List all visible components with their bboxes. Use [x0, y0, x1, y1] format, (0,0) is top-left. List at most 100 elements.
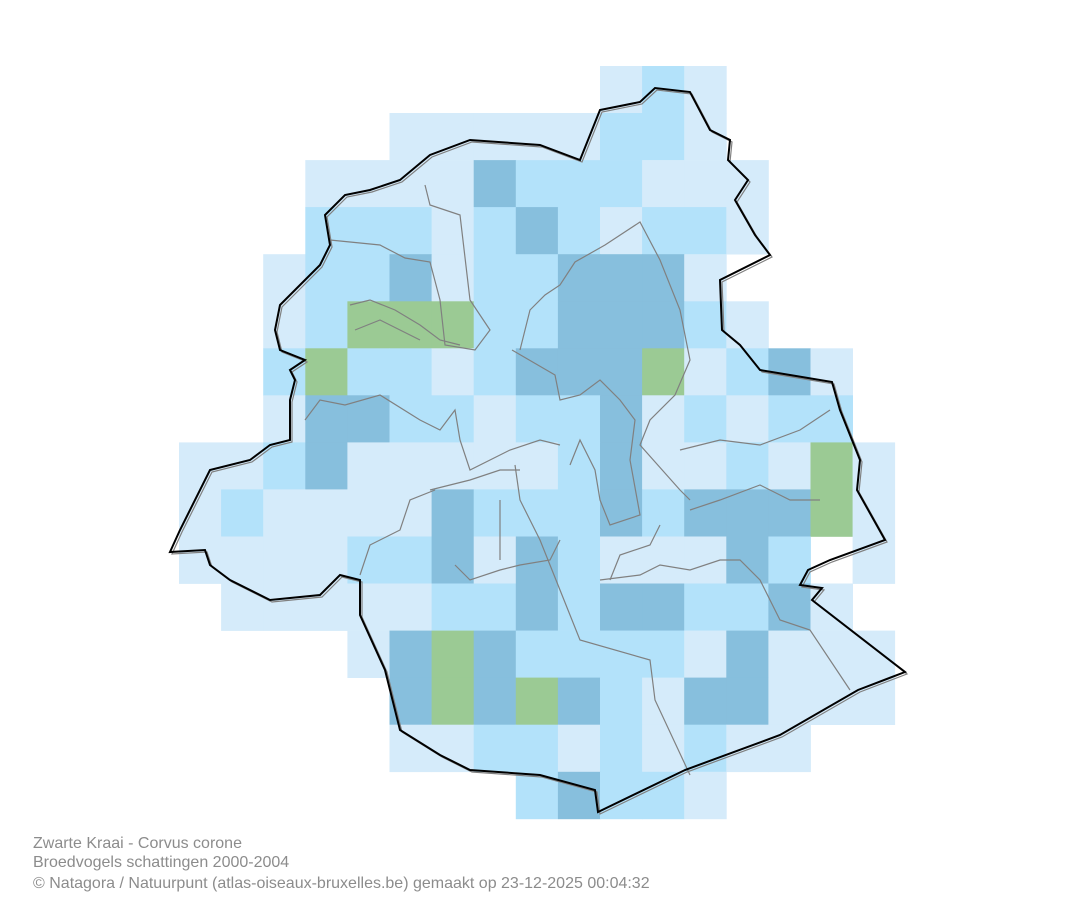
- grid-cell: [389, 630, 432, 678]
- grid-cell: [473, 395, 517, 443]
- caption-species: Zwarte Kraai - Corvus corone: [33, 835, 242, 852]
- grid-cell: [684, 630, 727, 678]
- grid-cell: [431, 395, 475, 443]
- commune-border: [304, 394, 561, 471]
- grid-cell: [389, 536, 432, 584]
- grid-cell: [600, 724, 643, 773]
- grid-cell: [347, 254, 390, 302]
- grid-cell: [557, 301, 601, 349]
- grid-cell: [642, 630, 685, 678]
- commune-border: [359, 469, 520, 576]
- grid-cell: [515, 113, 559, 161]
- grid-cell: [305, 160, 348, 208]
- grid-cell: [726, 630, 769, 678]
- grid-cell: [642, 771, 685, 820]
- grid-cell: [515, 442, 559, 490]
- grid-cell: [221, 583, 264, 631]
- grid-cell: [347, 395, 390, 443]
- grid-cell: [431, 207, 475, 255]
- grid-cell: [221, 536, 264, 584]
- grid-cell: [515, 583, 559, 631]
- grid-cell: [305, 301, 348, 349]
- grid-cell: [347, 160, 390, 208]
- grid-cell: [263, 301, 306, 349]
- grid-cell: [600, 160, 643, 208]
- grid-cell: [810, 583, 853, 631]
- grid-cell: [726, 442, 769, 490]
- grid-cell: [600, 113, 643, 161]
- grid-cell: [726, 301, 769, 349]
- grid-cell: [600, 583, 643, 631]
- grid-cell: [305, 442, 348, 490]
- grid-cell: [557, 207, 601, 255]
- grid-cell: [473, 207, 517, 255]
- grid-cell: [852, 677, 896, 725]
- grid-cell: [557, 677, 601, 725]
- grid-cell: [768, 489, 811, 537]
- grid-cell: [557, 583, 601, 631]
- grid-cell: [389, 395, 432, 443]
- grid-cell: [726, 677, 769, 725]
- grid-cell: [557, 395, 601, 443]
- grid-cell: [557, 724, 601, 773]
- grid-cell: [642, 207, 685, 255]
- grid-cell: [515, 677, 559, 725]
- grid-cell: [347, 348, 390, 396]
- grid-cell: [431, 536, 475, 584]
- grid-cell: [684, 301, 727, 349]
- grid-cell: [515, 489, 559, 537]
- grid-cell: [515, 160, 559, 208]
- grid-cell: [305, 348, 348, 396]
- commune-border: [511, 349, 641, 526]
- grid-cell: [600, 442, 643, 490]
- grid-cell: [473, 724, 517, 773]
- grid-cell: [431, 583, 475, 631]
- grid-cell: [768, 677, 811, 725]
- grid-cell: [305, 395, 348, 443]
- grid-cell: [389, 113, 432, 161]
- grid-cell: [684, 160, 727, 208]
- grid-cell: [179, 536, 222, 584]
- caption-copyright: © Natagora / Natuurpunt (atlas-oiseaux-b…: [33, 875, 650, 892]
- grid-cell: [263, 442, 306, 490]
- grid-cell: [389, 442, 432, 490]
- caption-dataset: Broedvogels schattingen 2000-2004: [33, 854, 290, 871]
- grid-cell: [347, 442, 390, 490]
- grid-cell: [852, 630, 896, 678]
- grid-cell: [684, 207, 727, 255]
- grid-cell: [600, 348, 643, 396]
- grid-cell: [600, 771, 643, 820]
- grid-cell: [515, 207, 559, 255]
- grid-cell: [389, 583, 432, 631]
- grid-cell: [263, 583, 306, 631]
- grid-cell: [431, 724, 475, 773]
- grid-cell: [515, 536, 559, 584]
- grid-cell: [684, 583, 727, 631]
- grid-cell: [473, 677, 517, 725]
- grid-cell: [305, 583, 348, 631]
- grid-cell: [263, 348, 306, 396]
- grid-cell: [515, 254, 559, 302]
- grid-cell: [557, 160, 601, 208]
- grid-cell: [600, 630, 643, 678]
- grid-cell: [726, 724, 769, 773]
- commune-border: [679, 409, 831, 511]
- grid-cell: [389, 301, 432, 349]
- grid-cell: [305, 254, 348, 302]
- grid-cell: [431, 301, 475, 349]
- commune-border: [454, 500, 561, 581]
- grid-cell: [642, 395, 685, 443]
- grid-cell: [768, 630, 811, 678]
- grid-cell: [726, 207, 769, 255]
- grid-cell: [263, 254, 306, 302]
- commune-border: [609, 524, 661, 581]
- grid-cell: [768, 724, 811, 773]
- grid-cell: [473, 160, 517, 208]
- grid-cell: [263, 536, 306, 584]
- grid-cell: [810, 442, 853, 490]
- grid-cell: [515, 630, 559, 678]
- grid-cell: [515, 724, 559, 773]
- grid-cell: [431, 442, 475, 490]
- grid-cell: [431, 677, 475, 725]
